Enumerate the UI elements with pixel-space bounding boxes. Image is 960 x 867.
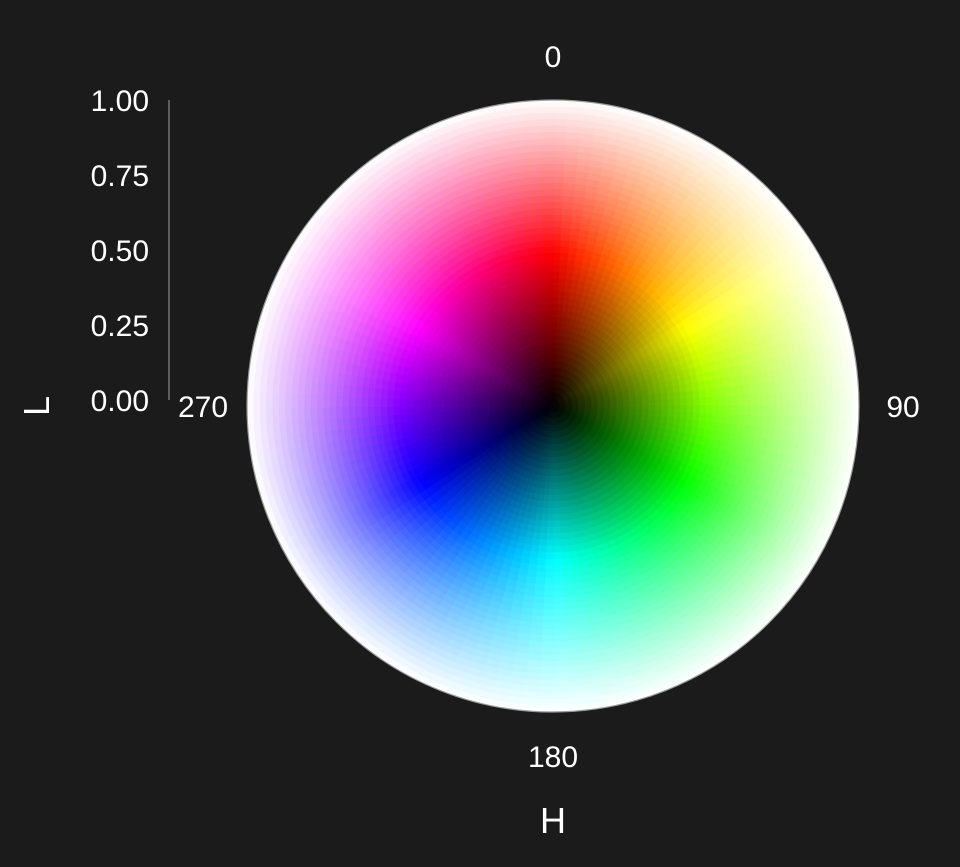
color-cell [547, 310, 553, 317]
color-cell [538, 144, 555, 151]
color-cell [548, 329, 553, 336]
color-cell [541, 195, 555, 202]
color-cell [540, 189, 554, 196]
color-cell [549, 342, 553, 349]
color-cell [546, 284, 554, 291]
color-cell [550, 361, 553, 368]
color-cell [545, 265, 554, 272]
color-cell [543, 240, 554, 247]
color-cell [545, 272, 554, 279]
color-cell [546, 278, 554, 285]
color-cell [543, 233, 554, 240]
color-wheel [246, 99, 859, 712]
color-cell [548, 323, 553, 330]
color-cell [550, 354, 553, 361]
color-cell [547, 303, 554, 310]
color-cell [541, 201, 554, 208]
color-cell [547, 297, 554, 304]
color-cell [539, 170, 554, 177]
color-cell [540, 182, 554, 189]
color-cell [538, 157, 554, 164]
color-cell [550, 348, 554, 355]
color-cell [542, 214, 554, 221]
color-cell [541, 208, 554, 215]
color-cell [546, 291, 553, 298]
color-cell [543, 227, 555, 234]
color-cell [542, 221, 554, 228]
color-cell [551, 367, 554, 374]
color-cell [540, 176, 555, 183]
color-cell [549, 335, 554, 342]
color-cell [544, 246, 554, 253]
color-cell [544, 259, 554, 266]
color-cell [538, 150, 555, 157]
color-cell [544, 252, 554, 259]
color-cell [548, 316, 554, 323]
color-cell [539, 163, 555, 170]
